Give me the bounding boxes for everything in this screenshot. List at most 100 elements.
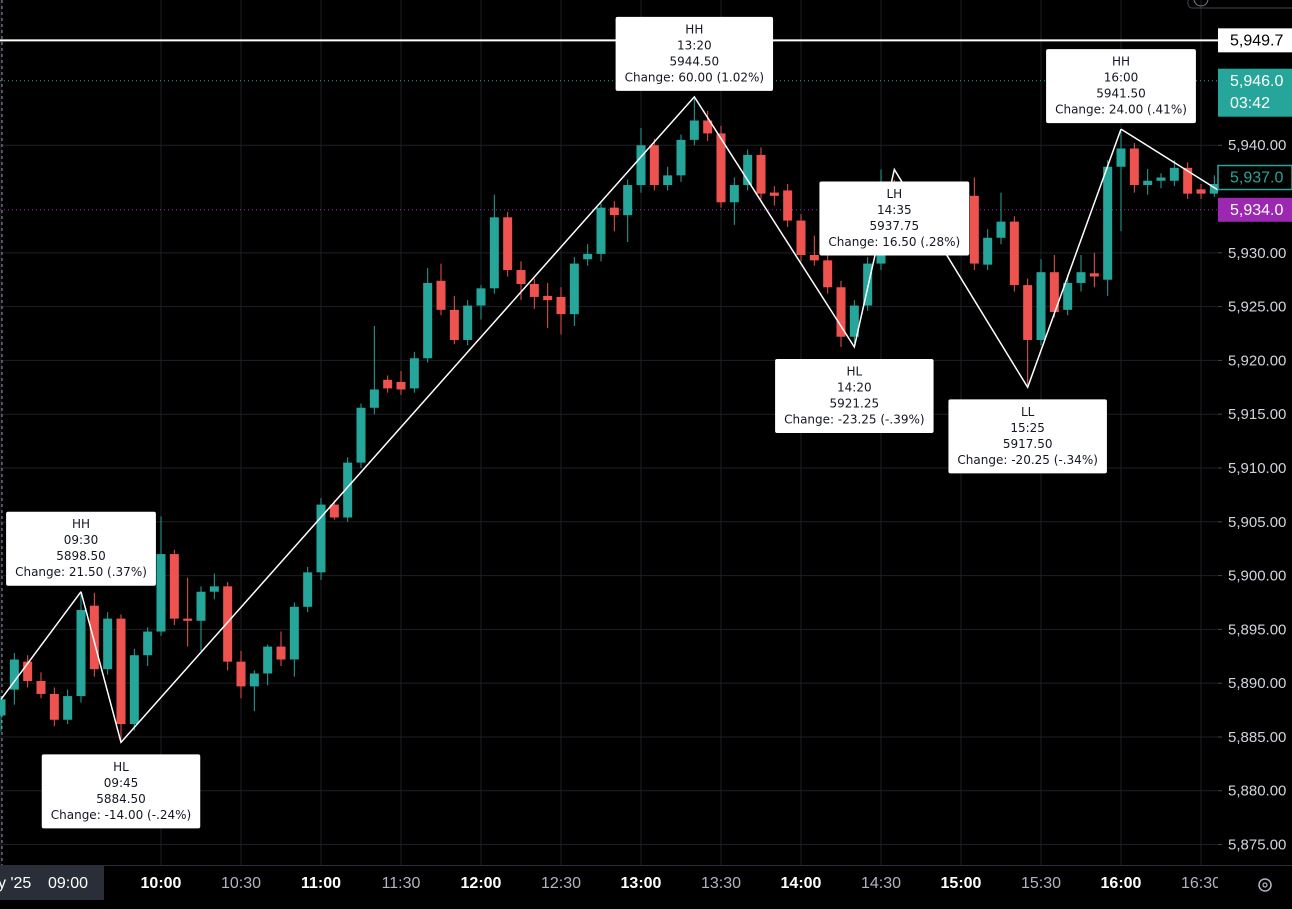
toolbar-icon[interactable] xyxy=(1193,0,1209,7)
candle-body xyxy=(249,673,259,687)
candle-body xyxy=(76,610,86,697)
zigzag-line xyxy=(80,95,1122,744)
candle-body xyxy=(503,217,513,271)
pivot-label-box xyxy=(819,181,970,256)
price-label: 5,934.0 xyxy=(1230,202,1283,219)
candle-body xyxy=(489,217,499,289)
y-tick-label: 5,940.00 xyxy=(1228,137,1286,154)
price-label: 5,937.0 xyxy=(1230,170,1283,187)
candle-body xyxy=(329,504,339,518)
pivot-price: 5944.50 xyxy=(670,54,720,68)
toolbar-button[interactable] xyxy=(1187,0,1292,9)
x-tick-label: 13:00 xyxy=(621,875,662,892)
candle-body xyxy=(169,554,179,619)
candle-body xyxy=(703,120,713,134)
candle-body xyxy=(583,253,593,260)
plot-layer xyxy=(0,0,1218,865)
candle-body xyxy=(649,145,659,186)
pivot-change: Change: -23.25 (-.39%) xyxy=(784,412,924,426)
candle-body xyxy=(36,681,46,694)
x-tick-label: 10:30 xyxy=(221,875,261,892)
candle-body xyxy=(476,288,486,306)
candle-body xyxy=(969,195,979,264)
candle-body xyxy=(516,270,526,285)
candle-body xyxy=(116,618,126,725)
candle-body xyxy=(1076,272,1086,283)
candle-body xyxy=(1036,272,1046,340)
y-tick-label: 5,880.00 xyxy=(1228,783,1286,800)
candle-body xyxy=(23,661,33,682)
candle-body xyxy=(369,389,379,408)
y-tick-label: 5,900.00 xyxy=(1228,568,1286,585)
settings-gear-hub[interactable] xyxy=(1262,882,1268,888)
settings-gear[interactable] xyxy=(1258,878,1272,892)
pivot-label: HL 14:20 5921.25 Change: -23.25 (-.39%) xyxy=(775,358,934,433)
candle-body xyxy=(596,207,606,254)
candle-body xyxy=(623,185,633,216)
candle-body xyxy=(1156,177,1166,181)
candle-body xyxy=(129,655,139,725)
time-axis: 10:00 10:30 11:00 11:30 12:00 12:30 13:00 13:30… xyxy=(141,875,1218,892)
pivot-change: Change: 60.00 (1.02%) xyxy=(625,70,764,84)
pivot-change: Change: -14.00 (-.24%) xyxy=(51,808,191,822)
y-tick-label: 5,885.00 xyxy=(1228,729,1286,746)
x-tick-label: 11:00 xyxy=(301,875,341,892)
candle-body xyxy=(543,295,553,301)
candle-body xyxy=(396,381,406,390)
pivot-label-box xyxy=(615,16,774,91)
pivot-time: 09:45 xyxy=(104,776,139,790)
candle-body xyxy=(1196,189,1206,194)
pivot-label: HH 16:00 5941.50 Change: 24.00 (.41%) xyxy=(1046,49,1196,124)
candle-body xyxy=(836,287,846,337)
pivot-change: Change: 24.00 (.41%) xyxy=(1055,103,1187,117)
candle-body xyxy=(196,591,206,621)
pivot-kind: HH xyxy=(72,517,90,531)
candle-body xyxy=(289,606,299,660)
y-tick-label: 5,925.00 xyxy=(1228,299,1286,316)
candle-body xyxy=(823,260,833,288)
candle-body xyxy=(276,646,286,660)
pivot-time: 13:20 xyxy=(677,38,712,52)
crosshair-time: 09:00 xyxy=(48,875,88,892)
y-tick-label: 5,930.00 xyxy=(1228,245,1286,262)
price-axis-bg xyxy=(1218,0,1292,909)
candle-body xyxy=(383,379,393,389)
candle-body xyxy=(796,220,806,255)
candle-body xyxy=(449,309,459,340)
pivot-change: Change: 16.50 (.28%) xyxy=(828,235,960,249)
pivot-label-box xyxy=(41,754,201,829)
pivot-label: LH 14:35 5937.75 Change: 16.50 (.28%) xyxy=(819,181,970,256)
pivot-label: HL 09:45 5884.50 Change: -14.00 (-.24%) xyxy=(41,754,201,829)
y-tick-label: 5,875.00 xyxy=(1228,837,1286,854)
pivot-label: HH 13:20 5944.50 Change: 60.00 (1.02%) xyxy=(615,16,774,91)
pivot-time: 14:20 xyxy=(837,380,872,394)
pivot-label: HH 09:30 5898.50 Change: 21.50 (.37%) xyxy=(6,511,156,586)
x-tick-label: 14:30 xyxy=(861,875,901,892)
pivot-kind: HH xyxy=(1112,55,1130,69)
price-countdown: 03:42 xyxy=(1230,95,1270,112)
pivot-kind: HL xyxy=(113,760,129,774)
pivot-price: 5941.50 xyxy=(1096,87,1146,101)
pivot-price: 5921.25 xyxy=(830,396,880,410)
candle-body xyxy=(676,139,686,176)
candle-body xyxy=(409,358,419,389)
candle-body xyxy=(1183,167,1193,194)
pivot-kind: LH xyxy=(886,187,902,201)
candle-body xyxy=(316,504,326,573)
y-tick-label: 5,895.00 xyxy=(1228,621,1286,638)
candle-body xyxy=(263,646,273,674)
candle-body xyxy=(63,696,73,720)
candle-body xyxy=(1023,285,1033,340)
settings-icon[interactable] xyxy=(1258,878,1272,892)
overlay-layer: HH 09:30 5898.50 Change: 21.50 (.37%) HL 09:4… xyxy=(6,16,1196,829)
candle-body xyxy=(849,305,859,337)
candle-body xyxy=(423,282,433,359)
zigzag-edge xyxy=(0,591,82,700)
candle-body xyxy=(809,254,819,261)
x-tick-label: 15:00 xyxy=(941,875,982,892)
candle-body xyxy=(529,284,539,297)
pivot-time: 14:35 xyxy=(877,203,912,217)
pivot-kind: HH xyxy=(685,22,703,36)
